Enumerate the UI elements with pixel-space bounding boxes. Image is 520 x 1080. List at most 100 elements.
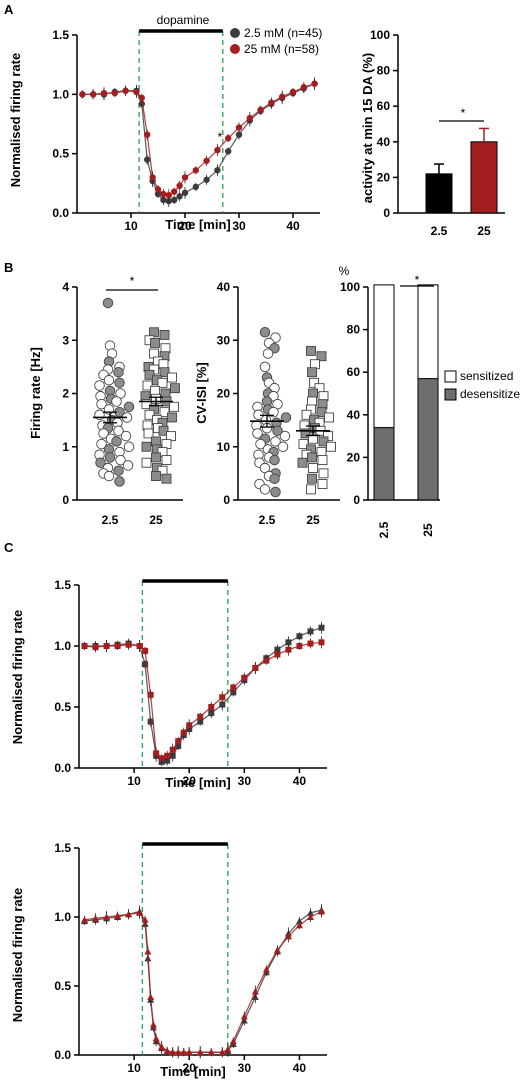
panel-b-cv-category-label: 2.5 (259, 513, 276, 527)
panel-b-rate-point-0 (113, 465, 124, 476)
panel-c-top-xtick-label: 30 (238, 774, 252, 788)
panel-b-rate-ytick-label: 4 (62, 280, 69, 294)
panel-b-cv-point-1 (306, 345, 316, 356)
panel-b-cv-point-0 (259, 327, 271, 338)
panel-b-rate-point-1 (167, 372, 177, 383)
panel-b-rate-point-0 (98, 428, 109, 439)
panel-a-stim-label: dopamine (157, 13, 210, 27)
panel-c-top-series-1-point (274, 651, 281, 658)
panel-label-b: B (4, 260, 13, 275)
panel-b-rate-point-1 (141, 441, 152, 452)
panel-c-top-series-1-point (208, 704, 215, 710)
panel-b-stack-ytick-label: 80 (347, 323, 361, 337)
panel-a-bar-ytick-label: 0 (383, 206, 390, 220)
panel-c-top-series-0-point (230, 689, 237, 696)
panel-b-rate-ytick-label: 1 (62, 440, 69, 454)
panel-b-cv-point-1 (316, 407, 327, 418)
panel-b-stack-ytick-label: 40 (347, 408, 361, 422)
panel-b-rate-point-1 (150, 337, 160, 348)
panel-b-cv-point-0 (272, 425, 283, 437)
panel-b-rate-ytick-label: 3 (62, 333, 69, 347)
panel-b-cv-point-0 (279, 430, 291, 442)
panel-c-top-series-1-point (180, 729, 187, 736)
panel-a-bar-ytick-label: 80 (377, 64, 391, 78)
panel-b-cv-point-0 (255, 438, 266, 450)
panel-c-bottom-xtick-label: 30 (238, 1061, 252, 1075)
panel-b-rate-point-0 (96, 398, 107, 410)
panel-b-rate-point-0 (96, 438, 107, 450)
legend-marker-25mm (230, 44, 240, 54)
panel-c-bottom-series-1-point (144, 948, 152, 955)
panel-c-bottom-ytick-label: 0.5 (54, 979, 71, 993)
panel-b-stack-significance: * (415, 273, 420, 287)
panel-b-rate-point-0 (123, 401, 135, 413)
legend-swatch-desensitized (444, 388, 457, 401)
panel-c-top-ylabel: Normalised firing rate (10, 610, 25, 744)
panel-a-time-series-0-point (214, 167, 221, 174)
panel-b-cv-point-0 (268, 406, 279, 418)
panel-b-rate-point-0 (103, 374, 115, 386)
panel-a-bar-category-label: 2.5 (431, 224, 448, 238)
legend-swatch-sensitized (444, 370, 457, 383)
panel-label-c: C (4, 540, 14, 555)
panel-a-time-series-1-point (268, 99, 275, 106)
panel-c-top-series-1-point (136, 643, 143, 649)
panel-b-rate-point-1 (159, 407, 170, 418)
panel-a-time-series-1-point (181, 174, 189, 181)
panel-b-rate-point-1 (141, 457, 152, 468)
panel-c-top-series-0-point (169, 752, 176, 759)
panel-b-cv-point-1 (307, 473, 317, 484)
panel-b-rate-point-1 (141, 399, 152, 410)
panel-c-top-series-0-point (285, 639, 292, 646)
panel-b-rate-point-0 (104, 452, 116, 463)
panel-b-cv-ylabel: CV-ISI [%] (194, 362, 209, 423)
panel-b-rate-point-1 (167, 412, 177, 423)
panel-c-bottom-series-1-point (141, 916, 149, 923)
panel-b-cv-point-1 (307, 452, 317, 463)
panel-a-time-series-0-point (154, 190, 162, 198)
panel-c-bottom-series-1-point (251, 988, 259, 995)
panel-a-bar-chart: activity at min 15 DA (%) * 0 20 40 60 80 100… (360, 28, 505, 238)
panel-c-top-series-0-point (318, 624, 325, 631)
panel-b-stack-ytick-label: 20 (347, 450, 361, 464)
panel-a-time-series-1-point (100, 89, 108, 97)
panel-b-rate-point-1 (158, 425, 169, 436)
panel-c-top-ytick-label: 1.5 (54, 578, 71, 592)
panel-b-rate-ytick-label: 0 (62, 493, 69, 507)
panel-c-top-series-1-point (252, 664, 259, 671)
panel-c-top-series-1-point (142, 647, 149, 654)
panel-b-cv-ytick-label: 30 (217, 333, 231, 347)
panel-c-top-series-1-point (318, 639, 325, 646)
panel-c-bottom-series-1-point (229, 1037, 237, 1045)
panel-a-time-xtick-label: 30 (232, 219, 246, 233)
panel-b-cv-point-1 (318, 436, 329, 447)
legend-label-25mm: 25 mM (n=58) (244, 42, 319, 56)
panel-c-bottom-series-1-point (147, 993, 155, 1001)
panel-a-time-series-1-point (149, 174, 156, 181)
panel-a-time-series-1-point (154, 186, 162, 193)
panel-b-rate-point-0 (111, 396, 122, 407)
panel-c-top-series-0-point (219, 701, 226, 708)
panel-c-top-xtick-label: 40 (293, 774, 307, 788)
panel-a-time-series-1-point (138, 94, 145, 102)
panel-a-bar-ytick-label: 60 (377, 99, 391, 113)
panel-c-top-xtick-label: 10 (127, 774, 141, 788)
panel-b-cv-point-1 (308, 463, 318, 473)
panel-c-bottom-xtick-label: 10 (127, 1061, 141, 1075)
panel-b-cv-ytick-label: 20 (217, 387, 231, 401)
panel-c-top-series-1-point (164, 752, 171, 759)
panel-c-bottom-series-1-point (218, 1048, 226, 1056)
panel-b-cv-point-1 (326, 441, 336, 452)
panel-b-rate-point-1 (161, 473, 172, 484)
panel-c-bottom-xtick-label: 20 (183, 1061, 197, 1075)
panel-b-firing-rate-chart: Firing rate [Hz] * 0 1 2 3 4 2.5 25 (28, 274, 183, 527)
panel-a-time-series-0-point (225, 148, 232, 155)
panel-b-cv-point-0 (270, 436, 281, 447)
panel-c-top-ytick-label: 0.0 (54, 761, 71, 775)
panel-c-bottom-ytick-label: 1.0 (54, 910, 71, 924)
panel-b-stack-legend: sensitized desensitized (444, 369, 520, 401)
panel-a-time-series-1-point (235, 124, 243, 131)
panel-a-bar-ylabel: activity at min 15 DA (%) (360, 53, 375, 204)
panel-c-top-ytick-label: 1.0 (54, 639, 71, 653)
panel-b-rate-point-1 (144, 409, 155, 420)
